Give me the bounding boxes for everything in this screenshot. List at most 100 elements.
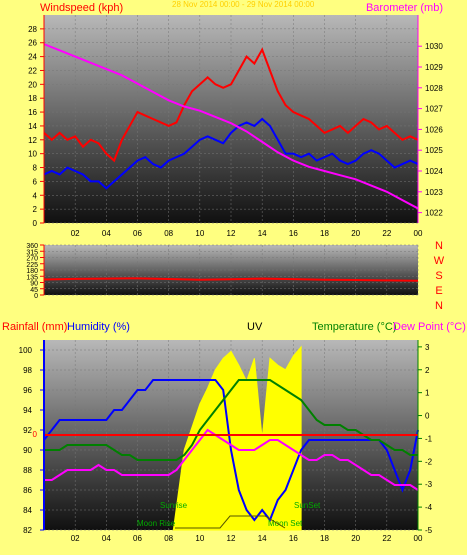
wind-tick-label: 14: [28, 122, 37, 131]
moonset-label: Moon Set: [268, 519, 303, 528]
baro-tick-label: 1028: [425, 84, 443, 93]
wind-tick-label: 4: [33, 191, 38, 200]
humidity-tick-label: 92: [23, 426, 32, 435]
baro-tick-label: 1022: [425, 209, 443, 218]
time-tick-label: 22: [382, 534, 391, 543]
compass-label: N: [435, 300, 443, 312]
time-tick-label: 08: [164, 229, 173, 238]
time-tick-label: 22: [382, 229, 391, 238]
temperature-tick-label: -1: [425, 434, 433, 443]
temperature-tick-label: 3: [425, 343, 430, 352]
temperature-tick-label: -3: [425, 480, 433, 489]
barometer-axis-label: Barometer (mb): [366, 2, 443, 14]
wind-tick-label: 6: [33, 177, 38, 186]
direction-tick-label: 0: [34, 293, 38, 300]
direction-tick-label: 225: [26, 262, 38, 269]
sunrise-label: Sunrise: [160, 501, 188, 510]
wind-tick-label: 18: [28, 94, 37, 103]
time-tick-label: 02: [71, 229, 80, 238]
temp-humidity-series: [43, 379, 419, 523]
wind-tick-label: 28: [28, 25, 37, 34]
wind-tick-label: 10: [28, 150, 37, 159]
compass-label: S: [435, 270, 442, 282]
time-tick-label: 02: [71, 534, 80, 543]
temperature-axis-label: Temperature (°C): [312, 321, 396, 333]
wind-tick-label: 2: [33, 205, 38, 214]
time-tick-label: 04: [102, 229, 111, 238]
moon-track: [175, 515, 286, 529]
baro-tick-label: 1026: [425, 125, 443, 134]
time-tick-label: 16: [289, 534, 298, 543]
direction-tick-label: 270: [26, 256, 38, 263]
time-tick-label: 00: [414, 534, 423, 543]
wind-direction-series: [43, 277, 419, 282]
humidity-tick-label: 84: [23, 506, 32, 515]
temperature-tick-label: -4: [425, 503, 433, 512]
time-tick-label: 12: [227, 534, 236, 543]
wind-tick-label: 0: [33, 219, 38, 228]
humidity-tick-label: 88: [23, 466, 32, 475]
humidity-tick-label: 94: [23, 406, 32, 415]
temperature-tick-label: 1: [425, 389, 430, 398]
baro-tick-label: 1027: [425, 105, 443, 114]
temp-humidity-time-ticks: 02 04 06 08 10 12 14 16 18 20 22 00: [71, 534, 423, 543]
compass-label: E: [435, 285, 442, 297]
temperature-axis-ticks: -5 -4 -3 -2 -1 0 1 2 3: [418, 343, 433, 535]
baro-tick-label: 1025: [425, 146, 443, 155]
wind-direction-grid: [44, 244, 419, 296]
rainfall-axis-label: Rainfall (mm): [2, 321, 67, 333]
time-tick-label: 20: [351, 229, 360, 238]
time-tick-label: 00: [414, 229, 423, 238]
direction-tick-label: 90: [30, 281, 38, 288]
moonrise-label: Moon Rise: [137, 519, 176, 528]
humidity-tick-label: 86: [23, 486, 32, 495]
direction-tick-label: 45: [30, 287, 38, 294]
time-tick-label: 08: [164, 534, 173, 543]
rainfall-zero-label: 0: [33, 430, 38, 439]
temperature-tick-label: -2: [425, 457, 433, 466]
uv-axis-label: UV: [247, 321, 263, 333]
wind-tick-label: 24: [28, 53, 37, 62]
time-tick-label: 06: [133, 534, 142, 543]
dewpoint-axis-label: Dew Point (°C): [393, 321, 466, 333]
humidity-axis-ticks: 82 84 86 88 90 92 94 96 98 100: [19, 346, 44, 535]
time-tick-label: 18: [320, 534, 329, 543]
wind-tick-label: 8: [33, 164, 38, 173]
baro-axis-ticks: 1022 1023 1024 1025 1026 1027 1028 1029 1030: [418, 42, 443, 218]
baro-tick-label: 1024: [425, 167, 443, 176]
uv-area: [172, 345, 302, 531]
humidity-tick-label: 96: [23, 386, 32, 395]
wind-tick-label: 26: [28, 39, 37, 48]
wind-tick-label: 16: [28, 108, 37, 117]
time-tick-label: 14: [258, 534, 267, 543]
time-tick-label: 20: [351, 534, 360, 543]
time-tick-label: 04: [102, 534, 111, 543]
time-range-label: 28 Nov 2014 00:00 - 29 Nov 2014 00:00: [172, 0, 315, 9]
wind-baro-time-ticks: 02 04 06 08 10 12 14 16 18 20 22 00: [71, 229, 423, 238]
temperature-tick-label: 0: [425, 412, 430, 421]
direction-tick-label: 315: [26, 249, 38, 256]
time-tick-label: 10: [195, 534, 204, 543]
wind-tick-label: 22: [28, 66, 37, 75]
direction-tick-label: 135: [26, 274, 38, 281]
wind-tick-label: 20: [28, 80, 37, 89]
humidity-tick-label: 100: [19, 346, 33, 355]
time-tick-label: 10: [195, 229, 204, 238]
baro-tick-label: 1023: [425, 188, 443, 197]
humidity-tick-label: 90: [23, 446, 32, 455]
temperature-tick-label: 2: [425, 366, 430, 375]
direction-tick-label: 180: [26, 268, 38, 275]
baro-tick-label: 1029: [425, 63, 443, 72]
compass-label: W: [434, 255, 445, 267]
windspeed-axis-label: Windspeed (kph): [40, 2, 123, 14]
humidity-tick-label: 98: [23, 366, 32, 375]
temperature-tick-label: -5: [425, 526, 433, 535]
time-tick-label: 12: [227, 229, 236, 238]
compass-label: N: [435, 240, 443, 252]
time-tick-label: 18: [320, 229, 329, 238]
humidity-tick-label: 82: [23, 526, 32, 535]
